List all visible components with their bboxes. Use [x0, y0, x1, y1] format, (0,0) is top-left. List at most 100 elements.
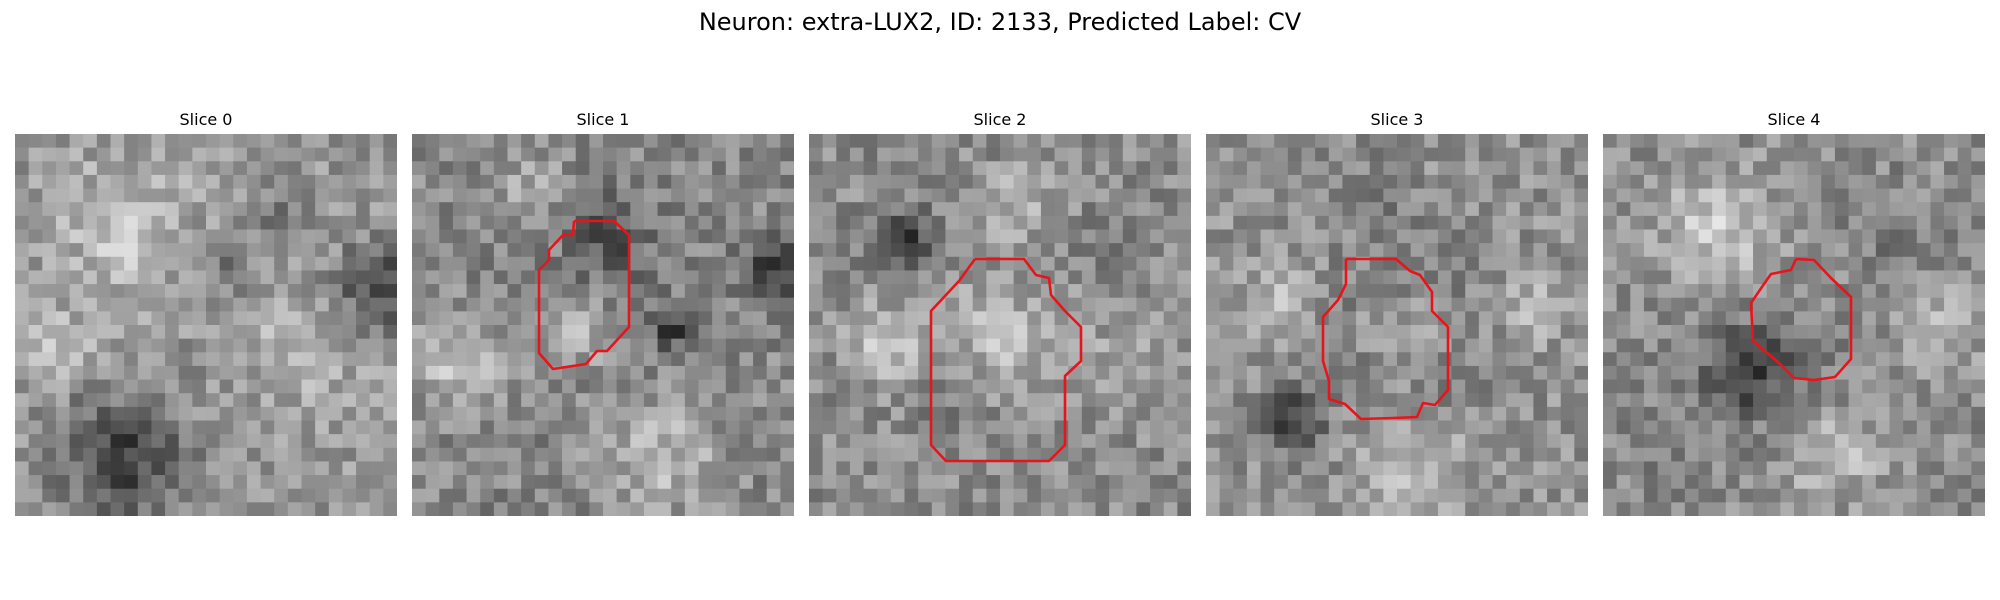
image-pixel: [425, 297, 440, 312]
image-pixel: [836, 229, 851, 244]
image-pixel: [246, 393, 262, 408]
image-pixel: [192, 365, 207, 381]
image-pixel: [246, 488, 262, 503]
image-pixel: [1643, 502, 1659, 516]
image-pixel: [1725, 475, 1741, 490]
image-pixel: [151, 434, 166, 449]
image-pixel: [1068, 256, 1083, 272]
image-pixel: [1616, 256, 1631, 272]
image-pixel: [1875, 134, 1891, 149]
image-pixel: [96, 243, 112, 258]
image-pixel: [1122, 147, 1138, 162]
image-pixel: [274, 229, 289, 244]
image-pixel: [1657, 270, 1672, 285]
image-pixel: [1081, 161, 1097, 176]
image-pixel: [1054, 379, 1069, 394]
image-pixel: [1397, 147, 1412, 162]
image-pixel: [1219, 352, 1234, 367]
image-pixel: [1698, 325, 1713, 340]
image-pixel: [1342, 502, 1357, 516]
image-pixel: [439, 352, 454, 367]
image-pixel: [1027, 284, 1042, 299]
image-pixel: [1875, 229, 1891, 244]
image-pixel: [1547, 229, 1562, 244]
image-pixel: [918, 406, 933, 422]
image-pixel: [301, 147, 316, 162]
image-pixel: [1478, 243, 1494, 258]
image-pixel: [1451, 447, 1466, 463]
image-pixel: [739, 229, 754, 244]
image-pixel: [753, 297, 768, 312]
image-pixel: [959, 502, 974, 516]
image-pixel: [809, 161, 824, 176]
image-pixel: [521, 325, 536, 340]
image-pixel: [1027, 461, 1042, 476]
image-pixel: [452, 420, 468, 435]
image-pixel: [246, 134, 262, 149]
image-pixel: [1437, 270, 1453, 285]
image-pixel: [1274, 215, 1289, 231]
image-pixel: [863, 161, 878, 176]
image-pixel: [1054, 229, 1069, 244]
slice-title-4: Slice 4: [1767, 110, 1821, 129]
image-pixel: [1013, 311, 1028, 326]
image-pixel: [671, 447, 686, 463]
image-pixel: [1533, 311, 1548, 326]
image-pixel: [521, 215, 536, 231]
image-pixel: [1753, 475, 1768, 490]
image-pixel: [1492, 229, 1507, 244]
image-pixel: [137, 461, 153, 476]
image-pixel: [1574, 338, 1588, 353]
image-pixel: [1848, 174, 1863, 190]
image-pixel: [1547, 256, 1562, 272]
image-pixel: [480, 338, 495, 353]
image-pixel: [1027, 161, 1042, 176]
image-pixel: [1478, 365, 1494, 381]
image-pixel: [698, 134, 713, 149]
image-pixel: [69, 338, 84, 353]
image-pixel: [1451, 215, 1466, 231]
image-pixel: [1301, 488, 1316, 503]
image-pixel: [1328, 243, 1344, 258]
image-pixel: [1643, 434, 1659, 449]
image-pixel: [1643, 325, 1659, 340]
image-pixel: [877, 365, 892, 381]
image-pixel: [1451, 270, 1466, 285]
image-pixel: [412, 352, 427, 367]
image-pixel: [1027, 270, 1042, 285]
image-pixel: [890, 461, 906, 476]
image-pixel: [1753, 174, 1768, 190]
image-pixel: [931, 297, 947, 312]
image-pixel: [1944, 134, 1959, 149]
image-pixel: [1000, 202, 1015, 217]
image-pixel: [1971, 284, 1985, 299]
image-pixel: [1957, 461, 1972, 476]
image-pixel: [986, 161, 1001, 176]
image-pixel: [452, 352, 468, 367]
image-pixel: [301, 379, 316, 394]
image-pixel: [69, 325, 84, 340]
image-pixel: [233, 134, 248, 149]
image-pixel: [69, 284, 84, 299]
image-pixel: [534, 161, 550, 176]
image-pixel: [1465, 461, 1480, 476]
image-pixel: [1492, 352, 1507, 367]
image-pixel: [766, 174, 781, 190]
image-pixel: [1725, 147, 1741, 162]
image-pixel: [83, 502, 98, 516]
image-pixel: [1519, 202, 1535, 217]
image-pixel: [603, 243, 618, 258]
image-pixel: [1834, 365, 1850, 381]
image-pixel: [1547, 420, 1562, 435]
image-pixel: [986, 325, 1001, 340]
image-pixel: [412, 270, 427, 285]
image-pixel: [616, 161, 631, 176]
image-pixel: [1616, 215, 1631, 231]
image-pixel: [219, 475, 234, 490]
image-pixel: [42, 393, 57, 408]
image-pixel: [1478, 270, 1494, 285]
image-pixel: [480, 161, 495, 176]
image-pixel: [165, 256, 180, 272]
image-pixel: [1794, 379, 1809, 394]
image-pixel: [260, 256, 275, 272]
